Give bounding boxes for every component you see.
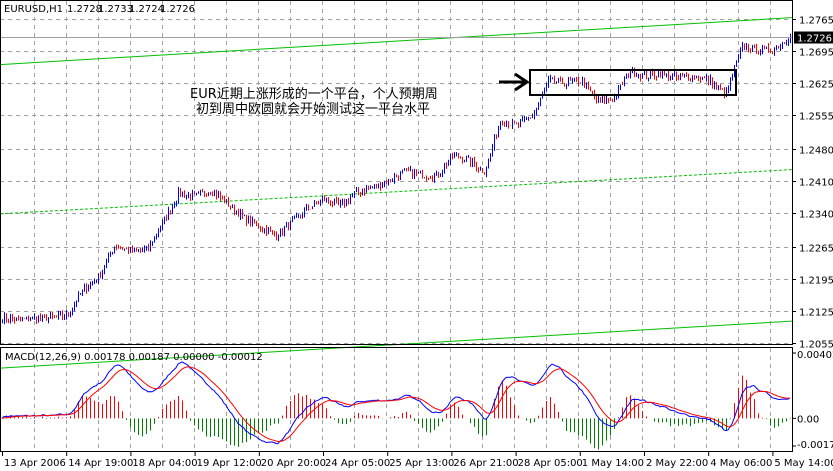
price-tick-label: 1.2055 [799, 340, 833, 351]
time-tick-label: 25 Apr 13:00 [389, 458, 454, 469]
macd-main-line [1, 361, 791, 445]
macd-signal-line [1, 366, 791, 443]
price-tick-label: 1.2340 [799, 210, 833, 221]
price-tick-label: 1.2625 [799, 80, 833, 91]
macd-tick-label: -0.0017 [797, 440, 833, 451]
annotation-line-2: 初到周中欧圆就会开始测试这一平台水平 [196, 101, 430, 117]
time-tick-label: 1 May 14:00 [582, 458, 644, 469]
arrow-head-icon [514, 72, 530, 92]
time-tick-label: 14 Apr 19:00 [68, 458, 133, 469]
annotation-line-1: EUR近期上涨形成的一个平台，个人预期周 [190, 86, 438, 102]
header-open: 1.2728 [67, 4, 102, 15]
time-tick-label: 20 Apr 20:00 [261, 458, 326, 469]
macd-axis: 0.00402 0.00 -0.0017 [792, 350, 833, 451]
trendline [0, 17, 793, 66]
macd-title: MACD(12,26,9) 0.00178 0.00187 0.00000 -0… [5, 352, 263, 363]
current-price-badge [794, 31, 833, 44]
time-tick-label: 19 Apr 12:00 [197, 458, 262, 469]
trendline [0, 169, 793, 215]
current-price-label: 1.2726 [797, 34, 832, 45]
annotation[interactable]: EUR近期上涨形成的一个平台，个人预期周 初到周中欧圆就会开始测试这一平台水平 [190, 69, 737, 117]
header-low: 1.2724 [129, 4, 164, 15]
macd-tick-label: 0.00402 [797, 350, 833, 361]
time-tick-label: 4 May 06:00 [710, 458, 772, 469]
time-tick-label: 5 May 14:00 [774, 458, 833, 469]
macd-frame [0, 347, 793, 452]
price-tick-label: 1.2265 [799, 244, 833, 255]
macd-tick-label: 0.00 [797, 414, 819, 425]
main-frame [0, 0, 793, 345]
time-tick-label: 2 May 22:00 [646, 458, 708, 469]
price-tick-label: 1.2480 [799, 146, 833, 157]
time-tick-label: 24 Apr 05:00 [325, 458, 390, 469]
price-axis: 1.2765 1.2695 1.2625 1.2555 1.2480 1.2410 1.23… [792, 16, 833, 351]
time-tick-label: 18 Apr 04:00 [132, 458, 197, 469]
price-tick-label: 1.2410 [799, 178, 833, 189]
price-tick-label: 1.2695 [799, 48, 833, 59]
header-high: 1.2733 [98, 4, 133, 15]
price-bars [2, 33, 791, 325]
platform-box[interactable] [529, 69, 737, 96]
time-tick-label: 13 Apr 2006 [4, 458, 66, 469]
header-symbol: EURUSD,H1 [4, 4, 63, 15]
time-tick-label: 28 Apr 05:00 [518, 458, 583, 469]
macd-panel [1, 361, 791, 450]
price-tick-label: 1.2125 [799, 308, 833, 319]
header-close: 1.2726 [160, 4, 195, 15]
time-tick-label: 26 Apr 21:00 [453, 458, 518, 469]
price-tick-label: 1.2555 [799, 112, 833, 123]
price-tick-label: 1.2765 [799, 16, 833, 27]
price-tick-label: 1.2195 [799, 276, 833, 287]
